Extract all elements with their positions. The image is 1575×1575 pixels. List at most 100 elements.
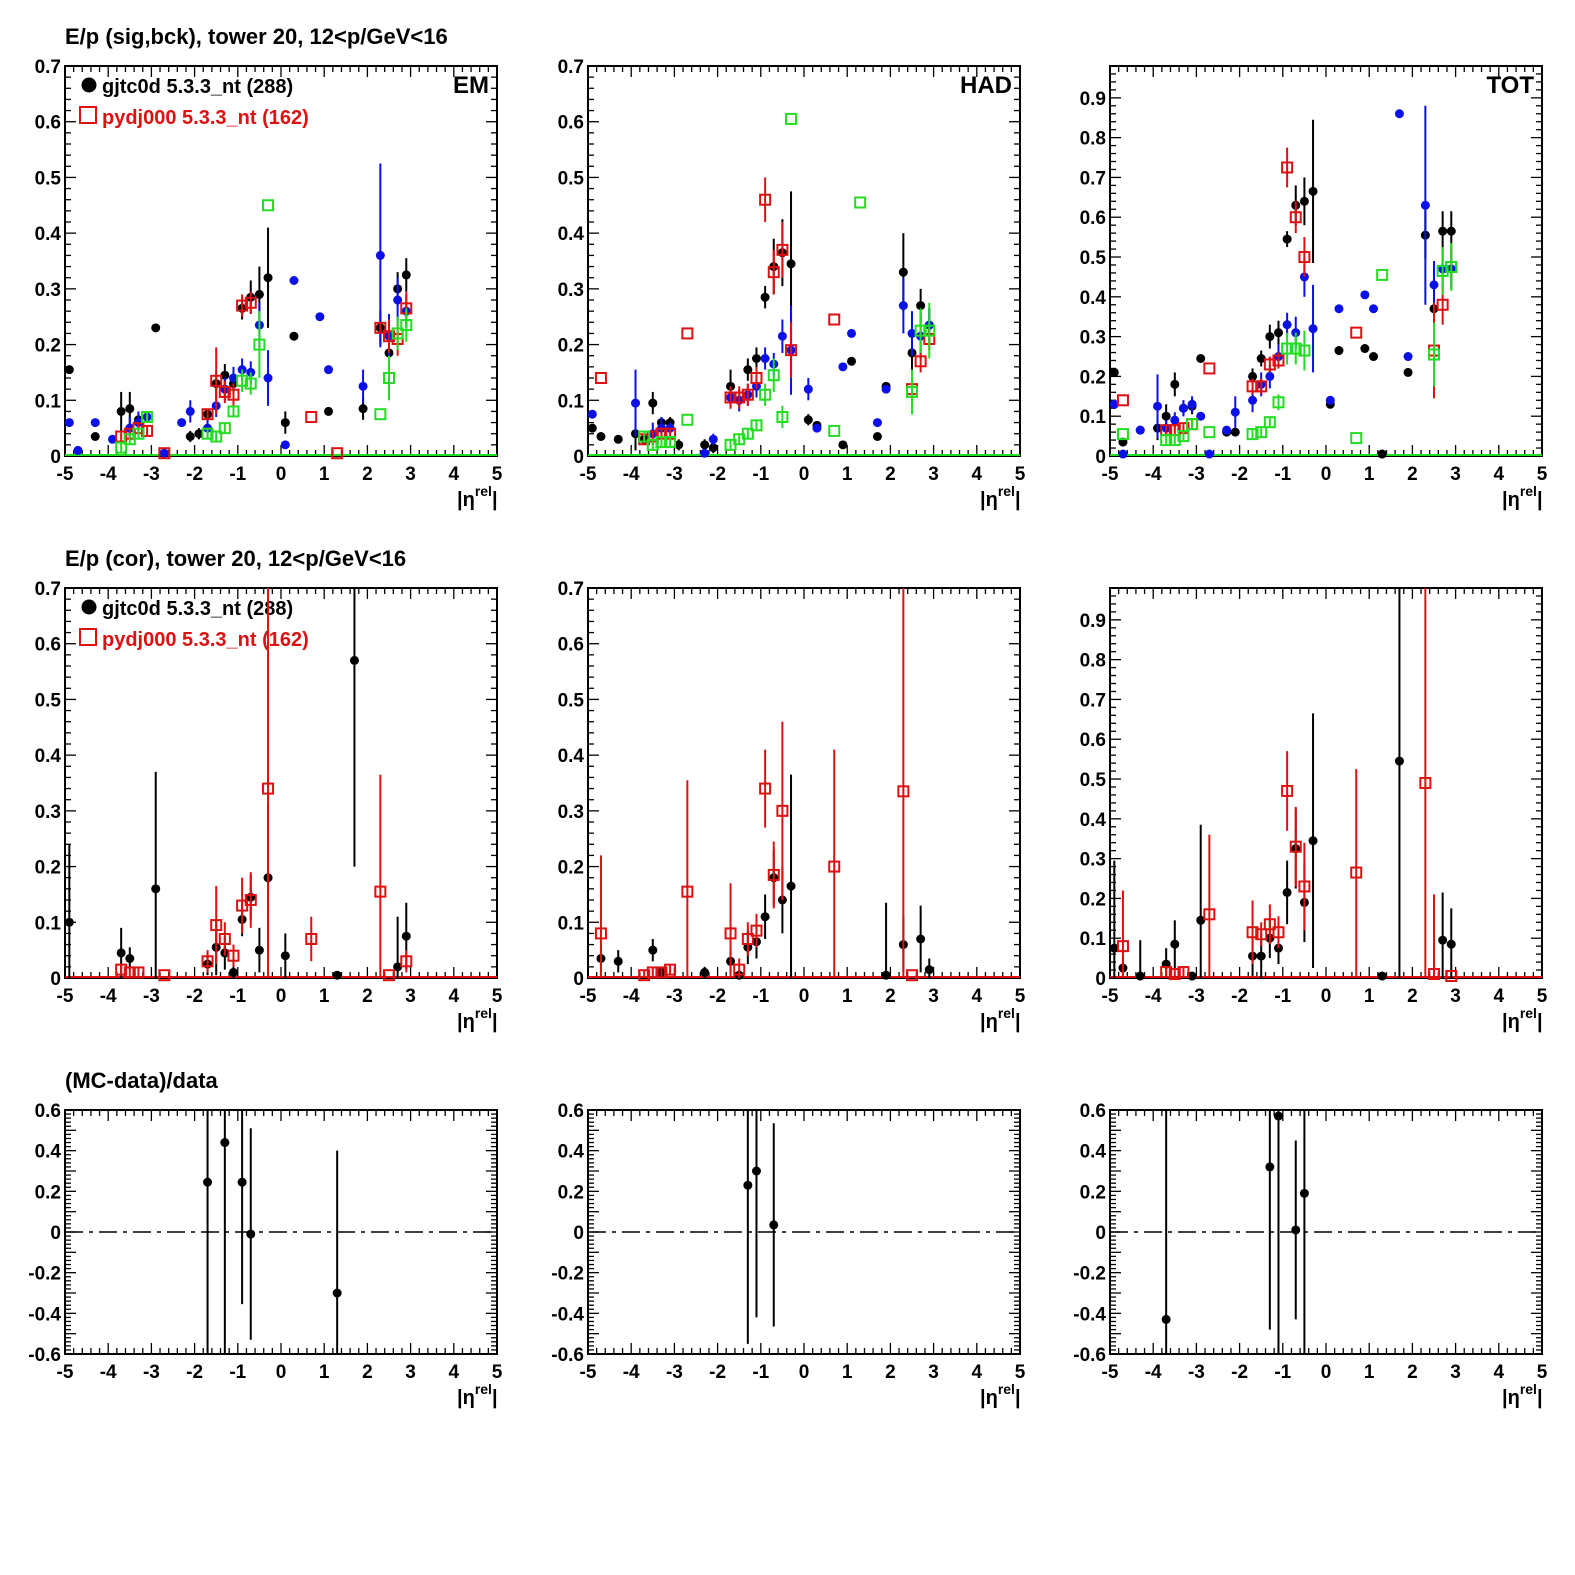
data-point <box>1298 880 1311 893</box>
data-point <box>1263 416 1276 429</box>
x-tick-label: -4 <box>623 986 640 1007</box>
series-black <box>743 1110 779 1344</box>
y-tick-label: 0.1 <box>558 913 585 934</box>
data-point <box>1350 432 1363 445</box>
data-point <box>907 328 917 338</box>
data-point <box>724 391 737 404</box>
x-tick-label: 3 <box>928 464 939 485</box>
data-point <box>1281 342 1294 355</box>
chart-panel-had-ratio: -5 -4 -3 -2 -1 0 1 2 3 4 5-0.6-0.4-0.200.20.40.6|η… <box>551 1101 1025 1409</box>
data-point <box>1116 394 1129 407</box>
data-point <box>1187 971 1197 981</box>
data-point <box>228 373 238 383</box>
data-point <box>1246 380 1259 393</box>
x-tick-label: 0 <box>1321 1362 1332 1383</box>
x-tick-label: -5 <box>57 464 74 485</box>
y-tick-label: 0 <box>50 969 61 990</box>
y-tick-label: 0.8 <box>1080 129 1106 150</box>
x-tick-label: 4 <box>972 1362 983 1383</box>
data-point <box>1436 264 1449 277</box>
data-point <box>115 441 128 454</box>
y-tick-label: 0.5 <box>1080 770 1107 791</box>
legend-top: gjtc0d 5.3.3_nt (288) pydj000 5.3.3_nt (… <box>79 76 309 129</box>
data-point <box>914 324 927 337</box>
data-point <box>1265 1162 1275 1172</box>
data-point <box>916 934 926 944</box>
x-tick-label: 5 <box>1015 986 1026 1007</box>
y-tick-label: 0.4 <box>35 1142 62 1163</box>
data-point <box>1170 939 1180 949</box>
data-point <box>331 447 344 460</box>
y-tick-label: 0 <box>1095 447 1106 468</box>
x-tick-label: -1 <box>752 986 769 1007</box>
data-point <box>646 966 659 979</box>
data-point <box>383 969 395 982</box>
data-point <box>1308 836 1318 846</box>
data-point <box>237 1177 247 1187</box>
legend-marker-mc-icon <box>79 106 97 124</box>
data-point <box>220 370 230 380</box>
y-tick-label: 0 <box>50 1223 61 1244</box>
data-point <box>263 373 273 383</box>
x-tick-label: -5 <box>57 1362 74 1383</box>
x-tick-label: 1 <box>319 1362 330 1383</box>
chart-panel-em-cor: -5 -4 -3 -2 -1 0 1 2 3 4 500.10.20.30.40.50.60.7|η… <box>35 579 503 1033</box>
x-tick-label: -5 <box>580 464 597 485</box>
data-point <box>750 924 763 937</box>
data-point <box>838 362 848 372</box>
series-red <box>115 588 413 982</box>
y-tick-label: 0.7 <box>558 579 584 600</box>
legend-label-data: gjtc0d 5.3.3_nt (288) <box>102 76 293 98</box>
data-point <box>1403 352 1413 362</box>
x-tick-label: 2 <box>362 464 373 485</box>
x-tick-label: -1 <box>229 1362 246 1383</box>
data-point <box>1291 1225 1301 1235</box>
x-tick-label: -5 <box>580 1362 597 1383</box>
x-tick-label: 4 <box>1494 1362 1505 1383</box>
data-point <box>1394 109 1404 119</box>
data-point <box>1196 915 1206 925</box>
x-axis-label-close: | <box>492 489 498 511</box>
y-tick-label: 0.4 <box>35 746 62 767</box>
y-tick-label: 0.4 <box>1080 1142 1107 1163</box>
data-point <box>280 440 290 450</box>
x-axis-label-close: | <box>1015 1387 1021 1409</box>
data-point <box>1248 371 1258 381</box>
data-point <box>1161 1314 1171 1324</box>
x-tick-label: 1 <box>319 464 330 485</box>
legend-marker-data-icon <box>81 77 97 93</box>
y-tick-label: -0.6 <box>551 1345 584 1366</box>
data-point <box>185 432 195 441</box>
data-point <box>898 301 908 311</box>
data-point <box>132 427 145 440</box>
data-point <box>708 443 718 453</box>
data-point <box>1272 396 1285 409</box>
y-tick-label: 0.7 <box>1080 168 1106 189</box>
x-tick-label: -5 <box>1102 1362 1119 1383</box>
data-point <box>700 448 710 458</box>
data-point <box>1160 966 1173 979</box>
y-tick-label: 0.3 <box>35 280 61 301</box>
data-point <box>1160 434 1173 447</box>
data-point <box>1282 320 1292 330</box>
series-black <box>203 1110 342 1354</box>
y-tick-label: 0.2 <box>35 336 61 357</box>
data-point <box>218 422 231 435</box>
data-point <box>803 415 813 425</box>
chart-panel-had-cor: -5 -4 -3 -2 -1 0 1 2 3 4 500.10.20.30.40.50.60.7|η… <box>558 579 1026 1033</box>
data-point <box>803 384 813 394</box>
x-tick-label: -1 <box>1274 1362 1291 1383</box>
data-point <box>305 933 318 945</box>
data-point <box>1109 943 1119 953</box>
data-point <box>743 1180 753 1190</box>
data-point <box>924 965 934 975</box>
chart-panel-tot-cor: -5 -4 -3 -2 -1 0 1 2 3 4 5 0 0.1 0.2 0.3 0.4 0.5 0.6 0.7 0.… <box>1080 587 1548 1033</box>
x-tick-label: 3 <box>405 1362 416 1383</box>
data-point <box>1109 367 1119 377</box>
data-point <box>1350 326 1363 339</box>
x-tick-label: 3 <box>405 464 416 485</box>
x-tick-label: 2 <box>1407 464 1418 485</box>
data-point <box>1289 840 1302 853</box>
